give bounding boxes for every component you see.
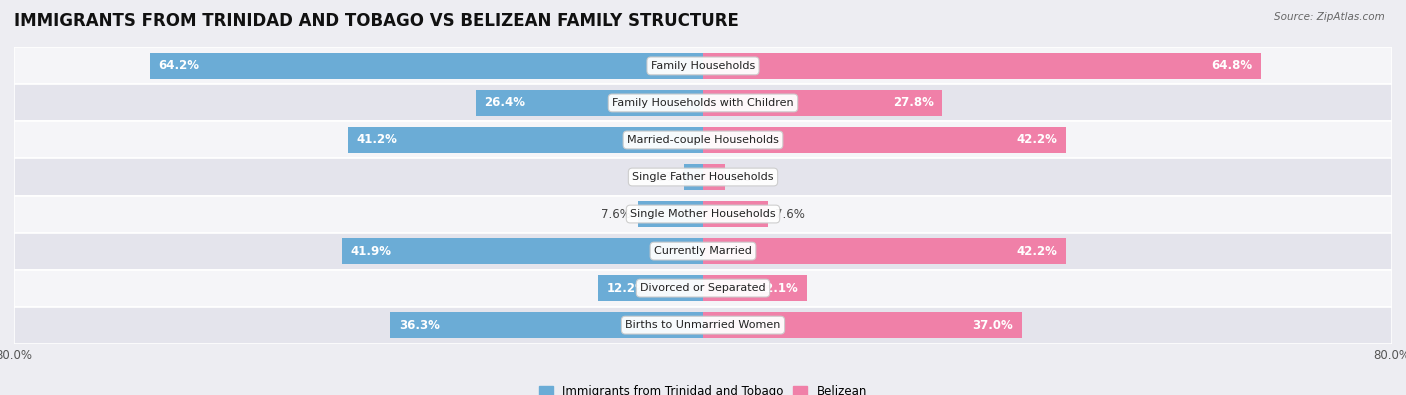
Bar bbox=[14, 307, 1392, 344]
Bar bbox=[703, 164, 725, 190]
Text: 42.2%: 42.2% bbox=[1017, 134, 1057, 147]
Bar bbox=[475, 90, 703, 116]
Bar bbox=[703, 53, 1261, 79]
Bar bbox=[14, 269, 1392, 307]
Bar bbox=[637, 201, 703, 228]
Text: 7.6%: 7.6% bbox=[775, 207, 806, 220]
Bar bbox=[703, 201, 769, 228]
Text: Single Father Households: Single Father Households bbox=[633, 172, 773, 182]
Bar bbox=[703, 238, 1066, 264]
Text: Births to Unmarried Women: Births to Unmarried Women bbox=[626, 320, 780, 330]
Bar bbox=[703, 127, 1066, 153]
Legend: Immigrants from Trinidad and Tobago, Belizean: Immigrants from Trinidad and Tobago, Bel… bbox=[534, 380, 872, 395]
Text: 41.2%: 41.2% bbox=[357, 134, 398, 147]
Text: 36.3%: 36.3% bbox=[399, 319, 440, 332]
Bar bbox=[14, 233, 1392, 269]
Bar bbox=[349, 127, 703, 153]
Text: 42.2%: 42.2% bbox=[1017, 245, 1057, 258]
Text: 12.1%: 12.1% bbox=[758, 282, 799, 295]
Text: 7.6%: 7.6% bbox=[600, 207, 631, 220]
Text: Single Mother Households: Single Mother Households bbox=[630, 209, 776, 219]
Text: 64.8%: 64.8% bbox=[1212, 59, 1253, 72]
Text: Family Households: Family Households bbox=[651, 61, 755, 71]
Text: Currently Married: Currently Married bbox=[654, 246, 752, 256]
Text: 2.2%: 2.2% bbox=[647, 171, 678, 184]
Bar bbox=[703, 312, 1022, 339]
Text: 26.4%: 26.4% bbox=[484, 96, 526, 109]
Bar bbox=[14, 158, 1392, 196]
Bar bbox=[14, 85, 1392, 121]
Text: Family Households with Children: Family Households with Children bbox=[612, 98, 794, 108]
Text: 37.0%: 37.0% bbox=[973, 319, 1012, 332]
Text: IMMIGRANTS FROM TRINIDAD AND TOBAGO VS BELIZEAN FAMILY STRUCTURE: IMMIGRANTS FROM TRINIDAD AND TOBAGO VS B… bbox=[14, 12, 740, 30]
Bar bbox=[14, 47, 1392, 85]
Text: 27.8%: 27.8% bbox=[893, 96, 934, 109]
Bar bbox=[391, 312, 703, 339]
Text: 41.9%: 41.9% bbox=[350, 245, 392, 258]
Text: Married-couple Households: Married-couple Households bbox=[627, 135, 779, 145]
Text: 2.6%: 2.6% bbox=[733, 171, 762, 184]
Bar bbox=[598, 275, 703, 301]
Bar bbox=[14, 196, 1392, 233]
Bar bbox=[703, 275, 807, 301]
Bar bbox=[342, 238, 703, 264]
Text: 12.2%: 12.2% bbox=[606, 282, 647, 295]
Text: Source: ZipAtlas.com: Source: ZipAtlas.com bbox=[1274, 12, 1385, 22]
Text: Divorced or Separated: Divorced or Separated bbox=[640, 283, 766, 293]
Bar bbox=[685, 164, 703, 190]
Bar bbox=[14, 121, 1392, 158]
Bar bbox=[703, 90, 942, 116]
Text: 64.2%: 64.2% bbox=[159, 59, 200, 72]
Bar bbox=[150, 53, 703, 79]
